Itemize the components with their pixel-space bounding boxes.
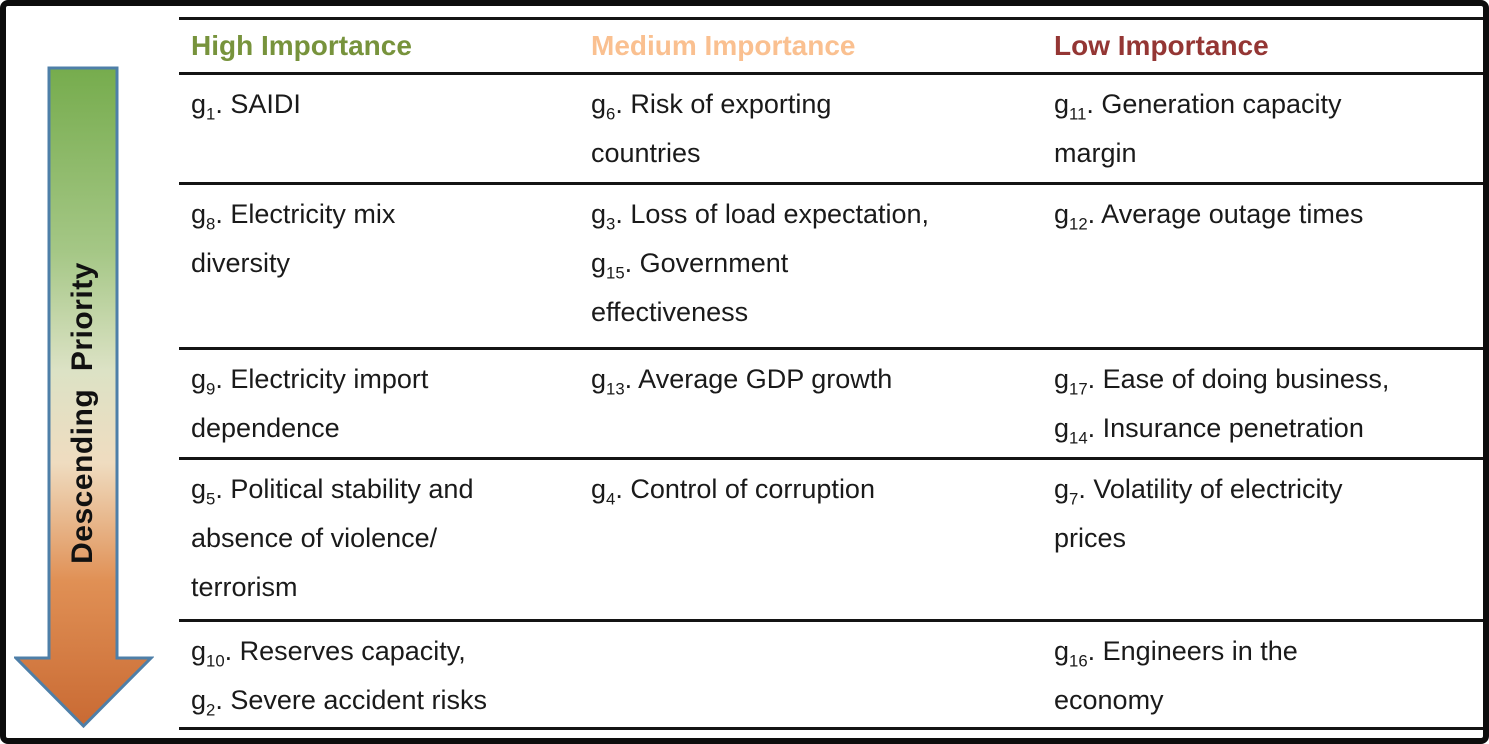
criterion-first-line: g11. Generation capacity	[1054, 89, 1342, 124]
criterion-continuation-line: absence of violence/	[191, 523, 438, 553]
criterion-first-line: g12. Average outage times	[1054, 199, 1364, 234]
criterion-first-line: g3. Loss of load expectation,	[591, 199, 930, 234]
descending-priority-arrow	[14, 66, 154, 729]
criterion-entry: g9. Electricity import dependence	[191, 355, 559, 453]
criterion-first-line: g7. Volatility of electricity	[1054, 474, 1343, 509]
header-high-importance: High Importance	[191, 30, 412, 61]
table-row: g10. Reserves capacity, g2. Severe accide…	[179, 622, 1483, 730]
criterion-continuation-line: terrorism	[191, 572, 298, 602]
criterion-first-line: g6. Risk of exporting	[591, 89, 832, 124]
table-row: g5. Political stability and absence of vi…	[179, 460, 1483, 622]
table-cell: g11. Generation capacity margin	[1042, 75, 1483, 182]
criterion-first-line: g9. Electricity import	[191, 364, 429, 399]
table-cell: g12. Average outage times	[1042, 185, 1483, 347]
arrow-shape	[14, 66, 154, 729]
criterion-entry: g11. Generation capacity margin	[1054, 80, 1467, 178]
table-row: g8. Electricity mix diversity g3. Loss of …	[179, 185, 1483, 350]
table-cell: g10. Reserves capacity, g2. Severe accide…	[179, 622, 579, 727]
criterion-entry: g5. Political stability and absence of vi…	[191, 465, 559, 612]
criterion-first-line: g15. Government	[591, 248, 789, 283]
header-medium-importance: Medium Importance	[591, 30, 856, 61]
criterion-continuation-line: diversity	[191, 248, 291, 278]
criterion-first-line: g16. Engineers in the	[1054, 636, 1298, 671]
criterion-entry: g17. Ease of doing business,	[1054, 355, 1467, 404]
criterion-entry: g1. SAIDI	[191, 80, 559, 129]
table-cell: g3. Loss of load expectation, g15. Govern…	[579, 185, 1042, 347]
table-cell	[579, 622, 1042, 727]
table-cell: g6. Risk of exporting countries	[579, 75, 1042, 182]
table-cell: g1. SAIDI	[179, 75, 579, 182]
criterion-first-line: g14. Insurance penetration	[1054, 413, 1364, 448]
criterion-continuation-line: effectiveness	[591, 297, 749, 327]
criterion-entry: g3. Loss of load expectation,	[591, 190, 1022, 239]
criterion-entry: g7. Volatility of electricity prices	[1054, 465, 1467, 563]
criterion-first-line: g1. SAIDI	[191, 89, 301, 124]
criterion-continuation-line: dependence	[191, 413, 340, 443]
criterion-entry: g13. Average GDP growth	[591, 355, 1022, 404]
criterion-first-line: g8. Electricity mix	[191, 199, 396, 234]
table-cell: g7. Volatility of electricity prices	[1042, 460, 1483, 619]
criterion-first-line: g5. Political stability and	[191, 474, 474, 509]
table-cell: g4. Control of corruption	[579, 460, 1042, 619]
table-row: g1. SAIDI g6. Risk of exporting countries g…	[179, 75, 1483, 185]
criterion-entry: g6. Risk of exporting countries	[591, 80, 1022, 178]
table-cell: g8. Electricity mix diversity	[179, 185, 579, 347]
table-header-row: High Importance Medium Importance Low Im…	[179, 20, 1483, 75]
table-cell: g13. Average GDP growth	[579, 350, 1042, 457]
table-row: g9. Electricity import dependence g13. Ave…	[179, 350, 1483, 460]
criterion-first-line: g2. Severe accident risks	[191, 685, 487, 720]
table-cell: g17. Ease of doing business, g14. Insuran…	[1042, 350, 1483, 457]
criterion-entry: g10. Reserves capacity,	[191, 627, 559, 676]
criterion-entry: g2. Severe accident risks	[191, 676, 559, 725]
table-cell: g16. Engineers in the economy	[1042, 622, 1483, 727]
criterion-entry: g16. Engineers in the economy	[1054, 627, 1467, 725]
header-low-importance: Low Importance	[1054, 30, 1269, 61]
criterion-first-line: g17. Ease of doing business,	[1054, 364, 1390, 399]
criterion-entry: g12. Average outage times	[1054, 190, 1467, 239]
table-cell: g9. Electricity import dependence	[179, 350, 579, 457]
criterion-first-line: g13. Average GDP growth	[591, 364, 893, 399]
criteria-table: High Importance Medium Importance Low Im…	[179, 17, 1483, 730]
table-cell: g5. Political stability and absence of vi…	[179, 460, 579, 619]
criterion-entry: g14. Insurance penetration	[1054, 404, 1467, 453]
criterion-entry: g15. Government effectiveness	[591, 239, 1022, 337]
criterion-first-line: g4. Control of corruption	[591, 474, 875, 509]
criterion-first-line: g10. Reserves capacity,	[191, 636, 466, 671]
criterion-continuation-line: economy	[1054, 685, 1164, 715]
criterion-entry: g8. Electricity mix diversity	[191, 190, 559, 288]
criterion-continuation-line: countries	[591, 138, 701, 168]
criterion-entry: g4. Control of corruption	[591, 465, 1022, 514]
criterion-continuation-line: margin	[1054, 138, 1137, 168]
descending-priority-label: Descending Priority	[66, 262, 99, 564]
criterion-continuation-line: prices	[1054, 523, 1127, 553]
